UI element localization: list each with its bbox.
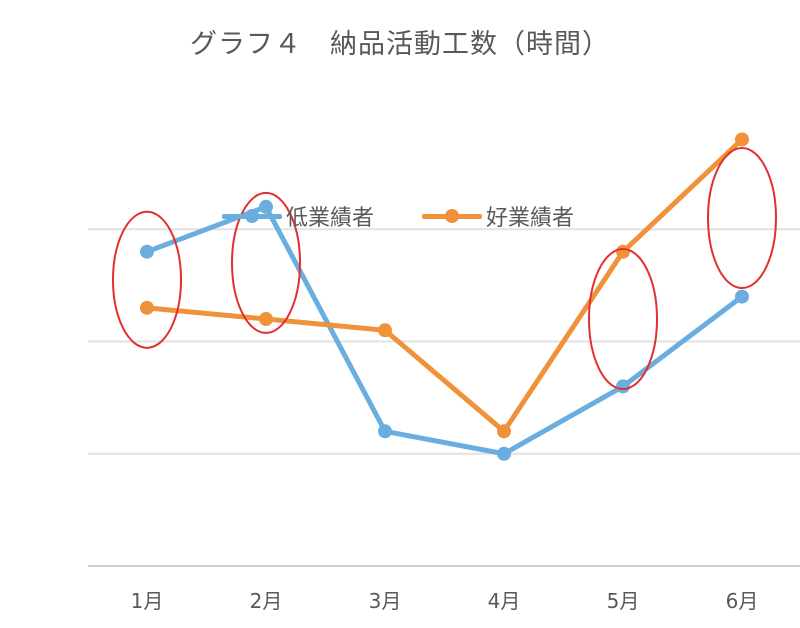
series-points [140, 132, 749, 461]
x-tick-label: 4月 [488, 589, 521, 613]
data-point [140, 244, 154, 259]
legend-label-series-1: 低業績者 [286, 206, 375, 231]
legend-swatch-series-2 [422, 198, 482, 234]
highlight-ellipse [231, 191, 301, 334]
data-point [259, 199, 273, 214]
data-point [497, 446, 511, 461]
legend-swatch-series-1 [222, 198, 282, 234]
gridlines [88, 228, 800, 567]
series-line-2 [144, 136, 745, 434]
highlight-ellipse [112, 210, 182, 349]
highlight-ellipse [588, 248, 658, 391]
x-tick-label: 3月 [369, 589, 402, 613]
data-point [497, 424, 511, 439]
data-point [259, 312, 273, 327]
x-tick-label: 5月 [607, 589, 640, 613]
legend: 低業績者 好業績者 [0, 198, 800, 234]
data-point [140, 300, 154, 315]
data-point [616, 379, 630, 394]
legend-item-series-1: 低業績者 [222, 198, 374, 234]
highlight-ellipse [707, 147, 777, 290]
x-axis-tick-labels: 1月 2月 3月 4月 5月 6月 [131, 589, 759, 613]
x-tick-label: 1月 [131, 589, 164, 613]
x-tick-label: 2月 [250, 589, 283, 613]
data-point [735, 289, 749, 304]
data-point [378, 323, 392, 338]
series-line-1 [144, 204, 745, 457]
chart-title: グラフ４ 納品活動工数（時間） [190, 29, 610, 60]
highlight-ellipses [112, 147, 777, 391]
data-point [735, 132, 749, 147]
data-point [378, 424, 392, 439]
data-point [616, 244, 630, 259]
x-tick-label: 6月 [726, 589, 759, 613]
legend-label-series-2: 好業績者 [486, 206, 575, 231]
legend-item-series-2: 好業績者 [422, 198, 574, 234]
